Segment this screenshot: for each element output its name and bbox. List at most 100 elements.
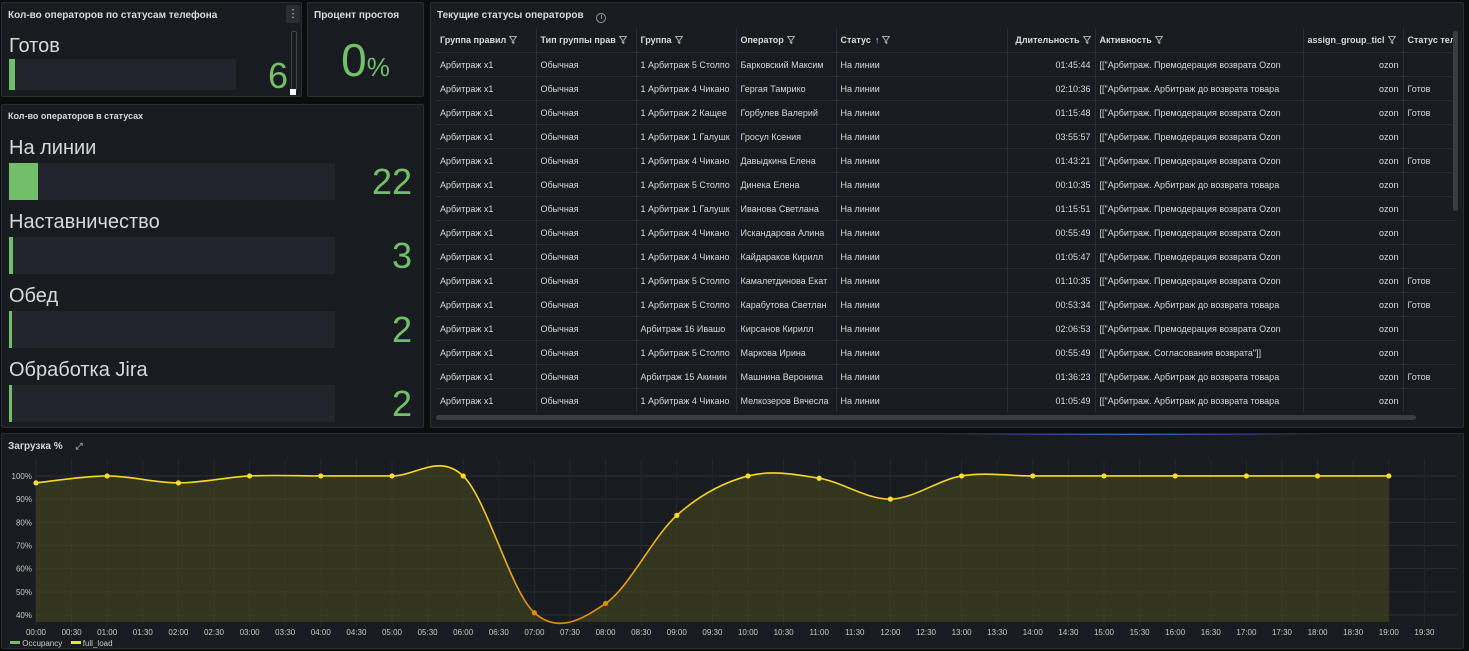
table-row[interactable]: Арбитраж x1 Обычная 1 Арбитраж 5 Столпо Кар…: [436, 292, 1456, 317]
table-cell: Готов: [1403, 76, 1456, 101]
filter-icon[interactable]: [1082, 36, 1091, 44]
data-point[interactable]: [816, 475, 822, 481]
data-point[interactable]: [1101, 473, 1107, 479]
panel-menu-icon[interactable]: ⋮: [286, 5, 300, 23]
resize-handle[interactable]: [290, 89, 296, 95]
column-header[interactable]: Группа правил: [436, 28, 537, 53]
filter-icon[interactable]: [674, 36, 683, 44]
table-cell: 1 Арбитраж 5 Столпо: [636, 340, 737, 365]
table-cell: Готов: [1403, 364, 1456, 389]
column-header[interactable]: Статус теле: [1403, 28, 1456, 53]
table-row[interactable]: Арбитраж x1 Обычная 1 Арбитраж 2 Кащее Горб…: [436, 100, 1456, 125]
data-point[interactable]: [1172, 473, 1178, 479]
chart-title: Загрузка %: [8, 441, 63, 452]
data-point[interactable]: [531, 610, 538, 616]
status-bar-fill: [9, 385, 12, 422]
table-cell: На линии: [836, 172, 1008, 197]
column-header[interactable]: Длительность: [1007, 28, 1096, 53]
table-cell: ozon: [1303, 196, 1404, 221]
data-point[interactable]: [1386, 473, 1392, 479]
table-row[interactable]: Арбитраж x1 Обычная Арбитраж 15 Акинин Машн…: [436, 364, 1456, 389]
collapse-icon[interactable]: ⤢: [75, 441, 83, 451]
filter-icon[interactable]: [1154, 36, 1163, 44]
operator-statuses-panel: Кол-во операторов в статусах На линии 22…: [1, 104, 424, 428]
series-line-full-load[interactable]: [35, 465, 1389, 625]
status-bar-ready: [9, 59, 236, 90]
filter-icon[interactable]: [1387, 36, 1396, 44]
table-row[interactable]: Арбитраж x1 Обычная 1 Арбитраж 4 Чикано Дав…: [436, 148, 1456, 173]
table-cell: [["Арбитраж. Арбитраж до возврата товара: [1095, 172, 1304, 197]
scrollbar[interactable]: [291, 31, 297, 91]
table-cell: ozon: [1303, 172, 1404, 197]
filter-icon[interactable]: [618, 36, 627, 44]
operator-table: Группа правил Тип группы прав Группа Операт…: [436, 28, 1456, 412]
data-point[interactable]: [33, 480, 39, 486]
table-cell: Маркова Ирина: [736, 340, 837, 365]
data-point[interactable]: [318, 473, 324, 479]
table-header-row: Группа правил Тип группы прав Группа Операт…: [436, 28, 1456, 53]
x-tick-label: 15:00: [1094, 628, 1115, 637]
column-header[interactable]: Статус ↑: [836, 28, 1008, 53]
table-row[interactable]: Арбитраж x1 Обычная 1 Арбитраж 5 Столпо Кам…: [436, 268, 1456, 293]
data-point[interactable]: [745, 473, 751, 479]
filter-icon[interactable]: [882, 36, 891, 44]
table-cell: Обычная: [536, 172, 637, 197]
horizontal-scrollbar[interactable]: [436, 415, 1416, 420]
data-point[interactable]: [603, 600, 609, 607]
data-point[interactable]: [1315, 473, 1321, 479]
table-scroll[interactable]: Группа правил Тип группы прав Группа Операт…: [436, 28, 1456, 414]
table-cell: ozon: [1303, 220, 1404, 245]
data-point[interactable]: [1030, 473, 1036, 479]
table-cell: 01:45:44: [1007, 52, 1096, 77]
data-point[interactable]: [1243, 473, 1249, 479]
data-point[interactable]: [887, 496, 894, 502]
x-tick-label: 11:30: [845, 628, 865, 637]
table-cell: 01:05:49: [1007, 388, 1096, 412]
filter-icon[interactable]: [786, 36, 795, 44]
table-row[interactable]: Арбитраж x1 Обычная 1 Арбитраж 1 Галушк Гро…: [436, 124, 1456, 149]
x-tick-label: 00:30: [62, 628, 83, 637]
x-tick-label: 19:30: [1414, 628, 1435, 637]
table-cell: 01:05:47: [1007, 244, 1096, 269]
table-row[interactable]: Арбитраж x1 Обычная 1 Арбитраж 5 Столпо Мар…: [436, 340, 1456, 365]
table-row[interactable]: Арбитраж x1 Обычная Арбитраж 16 Ивашо Кирса…: [436, 316, 1456, 341]
table-row[interactable]: Арбитраж x1 Обычная 1 Арбитраж 4 Чикано Гер…: [436, 76, 1456, 101]
x-tick-label: 10:30: [774, 628, 795, 637]
table-cell: На линии: [836, 124, 1008, 149]
data-point[interactable]: [104, 473, 110, 479]
x-tick-label: 13:30: [987, 628, 1008, 637]
data-point[interactable]: [959, 473, 965, 479]
table-cell: Обычная: [536, 52, 637, 77]
table-cell: [["Арбитраж. Арбитраж до возврата товара: [1095, 76, 1304, 101]
table-cell: Арбитраж x1: [436, 364, 537, 389]
table-row[interactable]: Арбитраж x1 Обычная 1 Арбитраж 4 Чикано Мел…: [436, 388, 1456, 412]
status-label-jira: Обработка Jira: [9, 359, 148, 381]
info-icon[interactable]: i: [596, 13, 607, 23]
column-header[interactable]: Тип группы прав: [536, 28, 637, 53]
x-tick-label: 14:30: [1058, 628, 1079, 637]
table-row[interactable]: Арбитраж x1 Обычная 1 Арбитраж 4 Чикано Кай…: [436, 244, 1456, 269]
x-tick-label: 04:30: [346, 628, 367, 637]
column-header[interactable]: assign_group_ticl: [1303, 28, 1404, 53]
table-cell: [1403, 340, 1456, 365]
column-header[interactable]: Группа: [636, 28, 737, 53]
table-row[interactable]: Арбитраж x1 Обычная 1 Арбитраж 4 Чикано Иск…: [436, 220, 1456, 245]
table-row[interactable]: Арбитраж x1 Обычная 1 Арбитраж 5 Столпо Дин…: [436, 172, 1456, 197]
x-tick-label: 17:30: [1272, 628, 1293, 637]
data-point[interactable]: [175, 480, 181, 486]
filter-icon[interactable]: [509, 36, 518, 44]
y-tick-label: 100%: [12, 472, 32, 481]
table-row[interactable]: Арбитраж x1 Обычная 1 Арбитраж 1 Галушк Ива…: [436, 196, 1456, 221]
legend-label-full-load[interactable]: full_load: [82, 639, 113, 648]
data-point[interactable]: [460, 473, 466, 479]
sort-arrow-icon[interactable]: ↑: [874, 35, 880, 45]
column-header[interactable]: Активность: [1095, 28, 1304, 53]
data-point[interactable]: [247, 473, 253, 479]
column-header[interactable]: Оператор: [736, 28, 837, 53]
data-point[interactable]: [674, 512, 680, 518]
status-label-lunch: Обед: [9, 285, 59, 307]
legend-label-occupancy[interactable]: Occupancy: [22, 639, 63, 648]
data-point[interactable]: [389, 473, 395, 479]
vertical-scrollbar[interactable]: [1453, 31, 1458, 211]
table-row[interactable]: Арбитраж x1 Обычная 1 Арбитраж 5 Столпо Бар…: [436, 52, 1456, 77]
